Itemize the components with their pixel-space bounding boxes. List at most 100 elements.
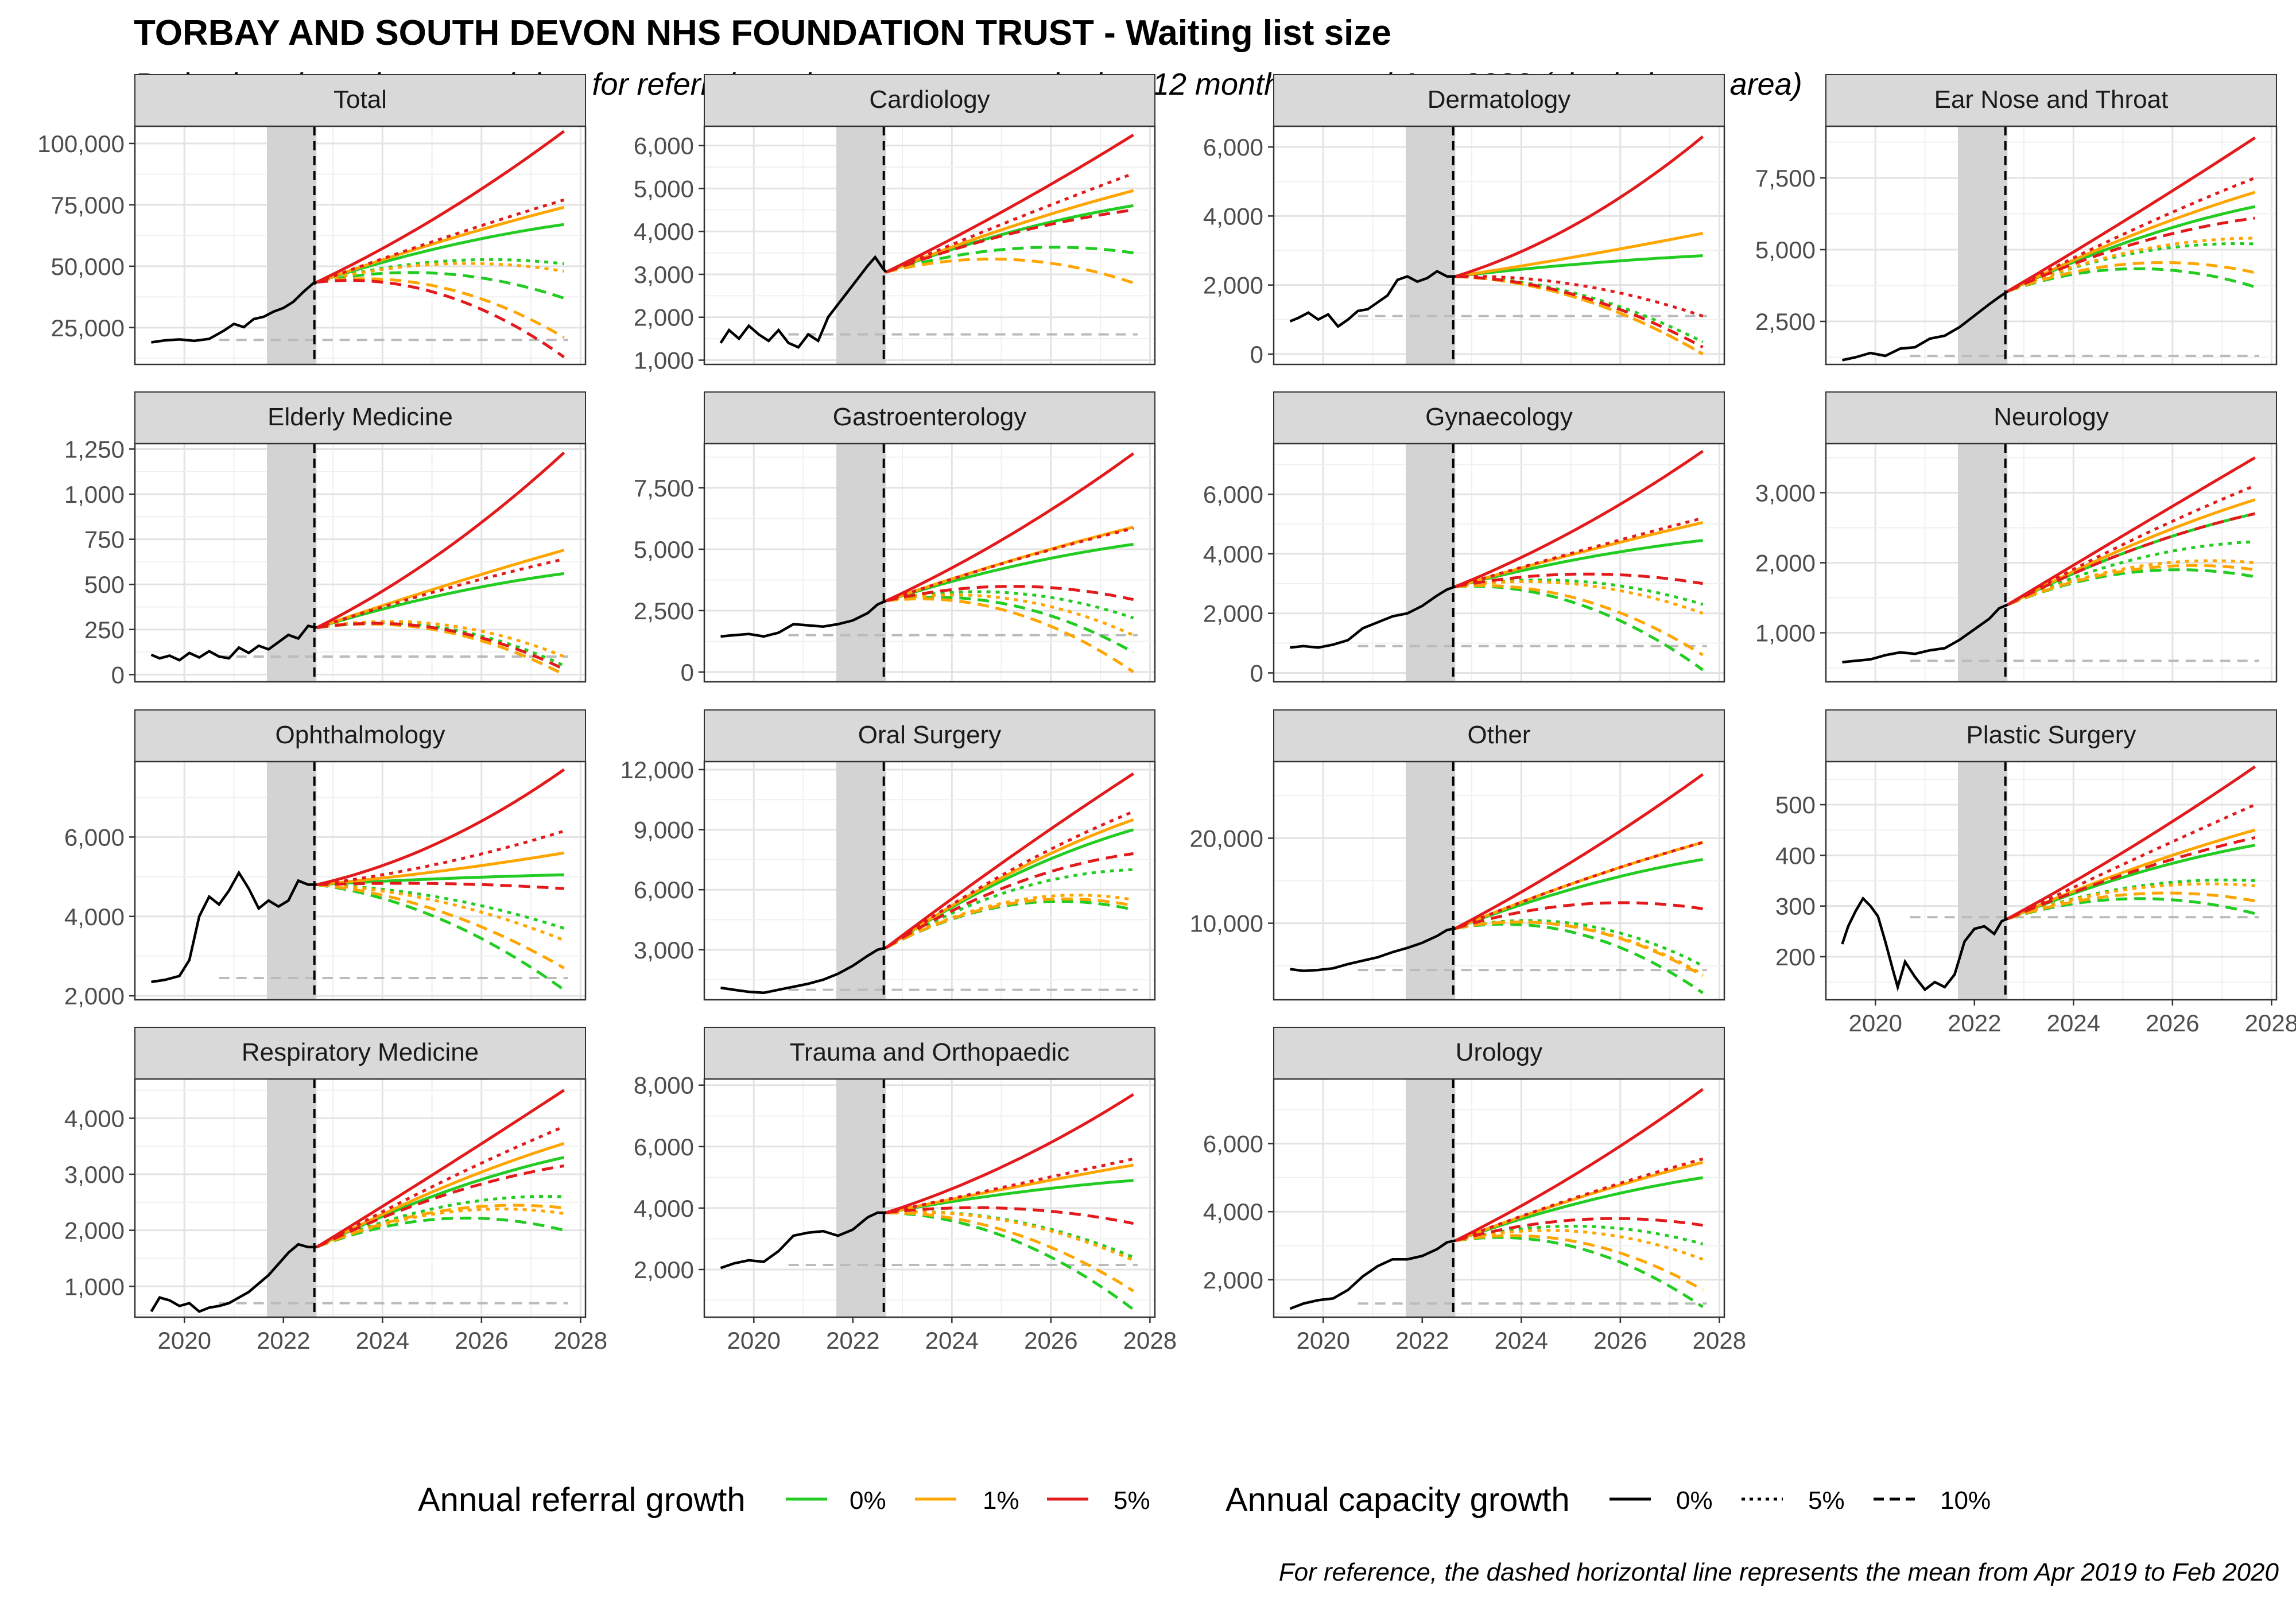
x-tick-label: 2028: [2245, 1010, 2296, 1037]
y-tick-label: 250: [84, 616, 125, 643]
y-tick-label: 300: [1775, 893, 1816, 920]
plot-area: [1274, 444, 1724, 682]
y-tick-label: 7,500: [634, 475, 694, 502]
panel-border: [1825, 125, 2278, 366]
actual-series-line: [150, 624, 317, 662]
y-tick-label: 500: [1775, 791, 1816, 818]
legend-key-referral-1: [915, 1497, 956, 1501]
y-tick-label: 6,000: [634, 1134, 694, 1160]
legend-key-referral-0: [786, 1497, 827, 1501]
y-tick-label: 4,000: [634, 218, 694, 245]
projection-line-referral-1-capacity-0: [1455, 521, 1704, 588]
y-tick-label: 2,000: [1755, 550, 1816, 577]
shaded-period: [267, 1079, 317, 1317]
x-tick-label: 2022: [1948, 1010, 2001, 1037]
projection-line-referral-5-capacity-5: [885, 527, 1134, 603]
projection-line-referral-5-capacity-0: [1455, 773, 1704, 930]
projection-line-referral-0-capacity-10: [886, 595, 1134, 654]
projection-line-referral-0-capacity-10: [885, 246, 1134, 274]
actual-series-line: [1290, 927, 1456, 972]
projection-line-referral-5-capacity-0: [885, 452, 1135, 603]
panel-border: [1273, 760, 1725, 1001]
y-tick-label: 6,000: [634, 876, 694, 903]
actual-series-line: [720, 1211, 886, 1270]
panel-border: [703, 1078, 1156, 1318]
projection-line-referral-1-capacity-5: [2007, 236, 2255, 293]
panel-dermatology: Dermatology 0 2,000 4,000 6,000: [1203, 74, 1725, 368]
projection-line-referral-1-capacity-5: [316, 1207, 564, 1249]
projection-line-referral-1-capacity-10: [2007, 261, 2256, 293]
y-tick-label: 200: [1775, 944, 1816, 971]
projection-line-referral-1-capacity-5: [885, 189, 1134, 274]
projection-line-referral-1-capacity-10: [1455, 584, 1704, 657]
projection-line-referral-0-capacity-0: [1455, 254, 1703, 278]
plot-area: [135, 1079, 585, 1317]
projection-line-referral-5-capacity-10: [316, 279, 565, 359]
plot-area: [704, 762, 1155, 1000]
panel-strip: [704, 391, 1155, 444]
legend-label-capacity-10: 10%: [1940, 1486, 1991, 1515]
shaded-period: [1406, 1079, 1456, 1317]
projection-line-referral-5-capacity-10: [1455, 275, 1704, 349]
x-tick-label: 2024: [2047, 1010, 2100, 1037]
projection-line-referral-1-capacity-10: [1455, 1234, 1704, 1291]
y-tick-label: 2,000: [1203, 272, 1263, 299]
plot-area: [1274, 1079, 1724, 1317]
plot-area: [704, 444, 1155, 682]
panel-urology: Urology 2,000 4,000 6,000 2020 2022 2024 2026 20…: [1203, 1027, 1746, 1354]
projection-line-referral-5-capacity-10: [1455, 901, 1703, 930]
projection-line-referral-5-capacity-0: [2007, 765, 2256, 920]
y-tick-label: 3,000: [1755, 479, 1816, 506]
x-tick-label: 2022: [1395, 1327, 1449, 1354]
panel-title: Gastroenterology: [833, 403, 1027, 431]
y-tick-label: 2,000: [64, 1217, 125, 1244]
projection-line-referral-5-capacity-0: [1455, 1088, 1704, 1242]
x-tick-label: 2024: [1495, 1327, 1548, 1354]
projection-line-referral-1-capacity-5: [2007, 559, 2255, 607]
panel-border: [134, 760, 587, 1001]
y-tick-label: 5,000: [634, 175, 694, 202]
projection-line-referral-5-capacity-10: [885, 208, 1134, 274]
x-tick-label: 2026: [455, 1327, 508, 1354]
legend-label-referral-5: 5%: [1114, 1486, 1150, 1515]
caption: For reference, the dashed horizontal lin…: [1278, 1558, 2279, 1586]
y-tick-label: 75,000: [51, 192, 125, 219]
panel-title: Other: [1467, 721, 1530, 749]
y-tick-label: 1,000: [64, 481, 125, 508]
panel-strip: [704, 74, 1155, 127]
panel-title: Trauma and Orthopaedic: [790, 1038, 1070, 1066]
panel-border: [134, 125, 587, 366]
shaded-period: [836, 126, 886, 364]
projection-line-referral-5-capacity-5: [885, 172, 1134, 274]
x-tick-label: 2026: [1024, 1327, 1077, 1354]
actual-series-line: [1842, 603, 2008, 664]
projection-line-referral-1-capacity-0: [316, 205, 565, 284]
projection-line-referral-5-capacity-0: [316, 130, 565, 284]
y-tick-label: 1,000: [64, 1273, 125, 1300]
y-tick-label: 3,000: [634, 261, 694, 288]
y-tick-label: 1,000: [1755, 620, 1816, 647]
y-tick-label: 2,000: [1203, 600, 1263, 627]
y-tick-label: 8,000: [634, 1072, 694, 1099]
x-tick-label: 2022: [257, 1327, 310, 1354]
panel-gastroenterology: Gastroenterology 0 2,500 5,000 7,500: [634, 391, 1156, 686]
projection-line-referral-5-capacity-5: [316, 1125, 565, 1249]
shaded-period: [1406, 126, 1456, 364]
x-tick-label: 2028: [1123, 1327, 1177, 1354]
panel-total: Total 25,000 50,000 75,000 100,000: [37, 74, 587, 366]
panel-title: Total: [333, 86, 387, 114]
projection-line-referral-5-capacity-10: [1455, 1217, 1703, 1243]
actual-series-line: [720, 946, 887, 995]
y-tick-label: 2,500: [1755, 308, 1816, 335]
panel-strip: [1825, 74, 2277, 127]
projection-line-referral-5-capacity-5: [885, 810, 1134, 949]
y-tick-label: 4,000: [634, 1195, 694, 1222]
projection-line-referral-5-capacity-5: [2007, 176, 2256, 293]
y-tick-label: 25,000: [51, 315, 125, 341]
y-tick-label: 6,000: [1203, 1131, 1263, 1158]
plot-area: [1826, 126, 2276, 364]
y-tick-label: 3,000: [64, 1161, 125, 1188]
panel-border: [703, 760, 1156, 1001]
projection-line-referral-5-capacity-10: [316, 1164, 565, 1249]
y-tick-label: 1,000: [634, 347, 694, 374]
